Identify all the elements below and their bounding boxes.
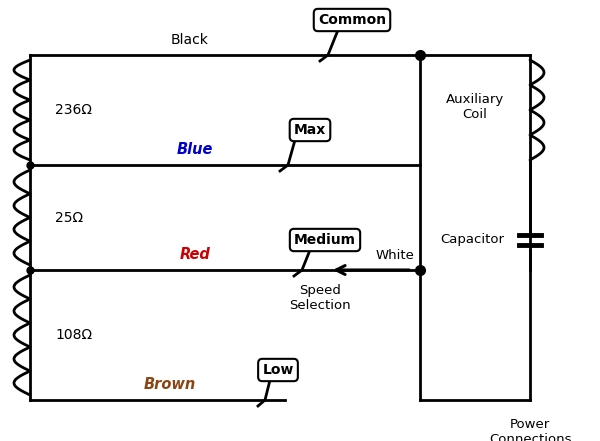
Text: Blue: Blue (177, 142, 213, 157)
Text: 25Ω: 25Ω (55, 210, 83, 224)
Text: Common: Common (318, 13, 386, 27)
Text: Medium: Medium (294, 233, 356, 247)
Text: Power
Connections: Power Connections (489, 418, 571, 441)
Text: Auxiliary
Coil: Auxiliary Coil (446, 93, 504, 122)
Text: Capacitor: Capacitor (440, 233, 504, 247)
Text: White: White (375, 249, 414, 262)
Text: 236Ω: 236Ω (55, 103, 92, 117)
Text: Black: Black (171, 33, 209, 47)
Text: 108Ω: 108Ω (55, 328, 92, 342)
Text: Speed
Selection: Speed Selection (289, 284, 351, 312)
Text: Brown: Brown (144, 377, 196, 392)
Text: Max: Max (294, 123, 326, 137)
Text: Red: Red (179, 247, 211, 262)
Text: Low: Low (262, 363, 293, 377)
